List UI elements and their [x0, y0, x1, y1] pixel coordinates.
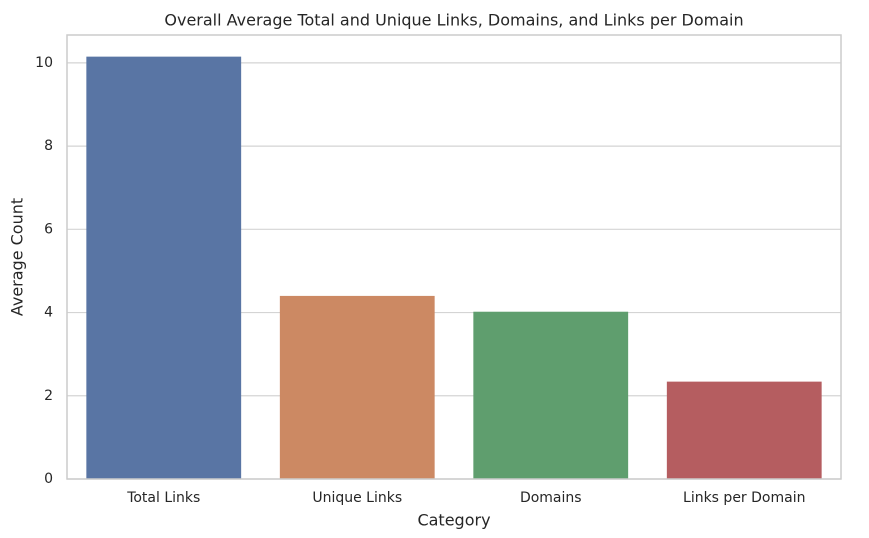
x-tick-label: Links per Domain [683, 490, 805, 506]
y-tick-label: 0 [44, 471, 53, 487]
chart-title: Overall Average Total and Unique Links, … [164, 11, 743, 30]
x-tick-label: Domains [520, 490, 582, 506]
y-tick-label: 8 [44, 138, 53, 154]
x-axis-label: Category [417, 511, 490, 530]
x-tick-label: Unique Links [312, 490, 402, 506]
y-tick-label: 4 [44, 305, 53, 321]
y-tick-label: 2 [44, 388, 53, 404]
y-tick-label: 10 [35, 55, 53, 71]
plot-frame [66, 34, 842, 480]
bar [666, 381, 822, 479]
bar [473, 311, 629, 479]
y-tick-label: 6 [44, 221, 53, 237]
plot-area [67, 56, 841, 480]
y-axis-label: Average Count [8, 198, 27, 316]
bar [86, 56, 242, 479]
x-tick-label: Total Links [126, 490, 200, 506]
bar [279, 295, 435, 479]
